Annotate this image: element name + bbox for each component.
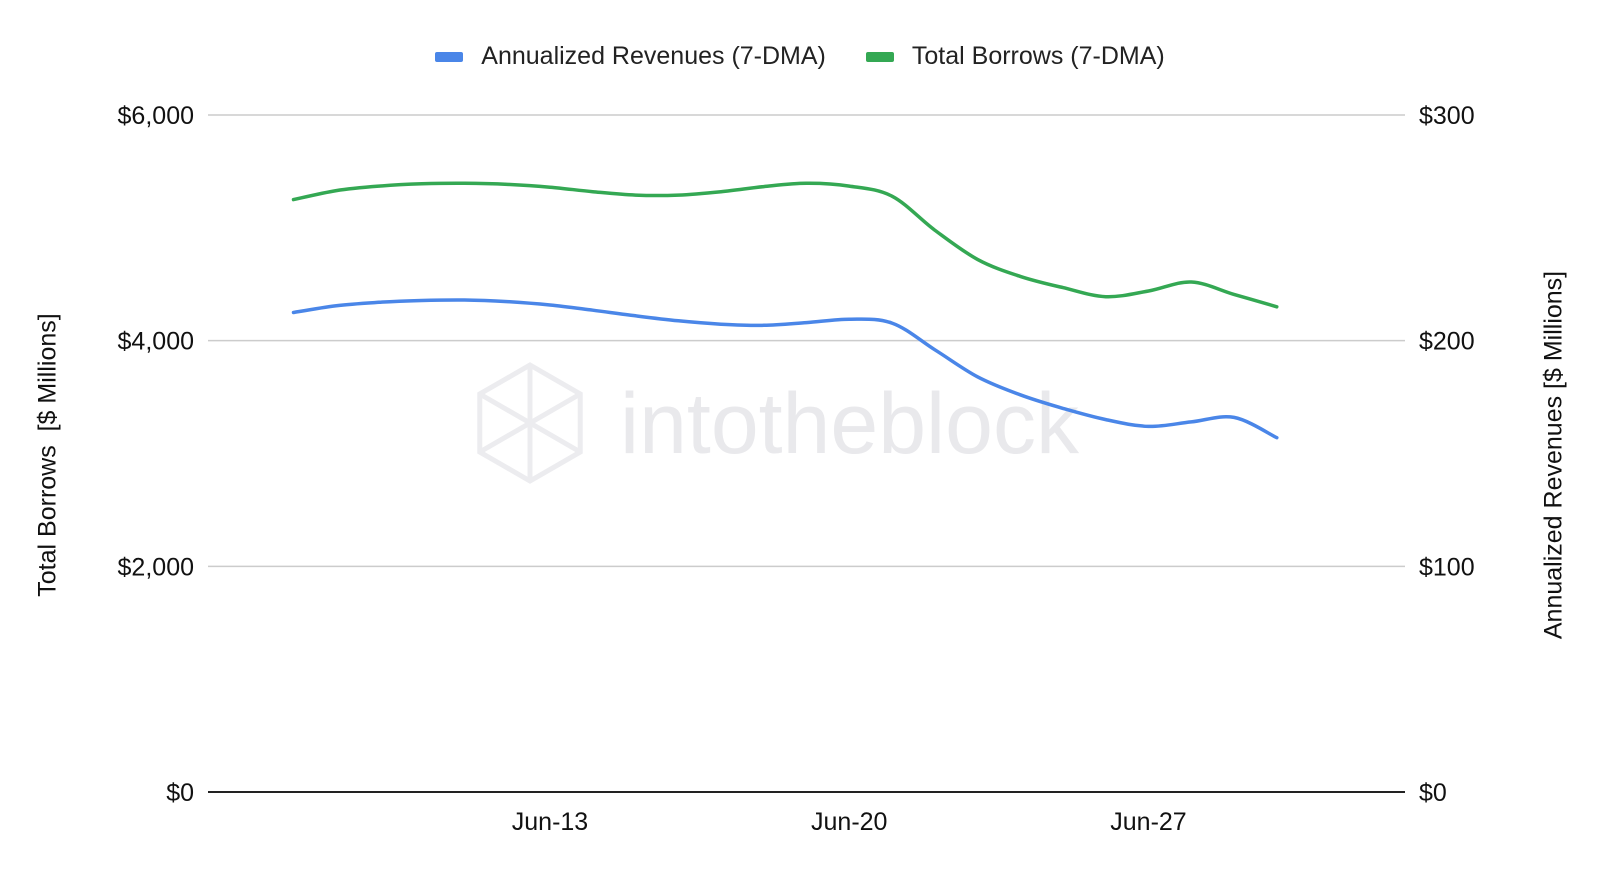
legend-label-annualized-revenues: Annualized Revenues (7-DMA) [481, 42, 826, 70]
y-left-tick-label: $0 [166, 779, 194, 807]
y-left-tick-label: $4,000 [118, 328, 194, 356]
y-axis-left-ticks: $0 $2,000 $4,000 $6,000 [118, 102, 194, 807]
x-tick-label: Jun-13 [512, 808, 588, 836]
watermark-text: intotheblock [620, 376, 1080, 472]
gridlines [208, 114, 1405, 793]
x-tick-label: Jun-27 [1110, 808, 1186, 836]
y-right-tick-label: $100 [1419, 553, 1475, 581]
series-line-annualized-revenues-7-dma[interactable] [291, 298, 1279, 440]
x-tick-label: Jun-20 [811, 808, 887, 836]
watermark-logo-stroke [478, 391, 582, 455]
y-right-tick-label: $200 [1419, 328, 1475, 356]
y-left-tick-label: $6,000 [118, 102, 194, 130]
series-lines [291, 181, 1279, 440]
y-right-tick-label: $300 [1419, 102, 1475, 130]
x-axis-ticks: Jun-13 Jun-20 Jun-27 [512, 808, 1187, 836]
y-axis-right-ticks: $0 $100 $200 $300 [1419, 102, 1475, 807]
legend: Annualized Revenues (7-DMA) Total Borrow… [0, 42, 1600, 71]
legend-item-total-borrows[interactable]: Total Borrows (7-DMA) [865, 42, 1165, 71]
series-line-total-borrows-7-dma[interactable] [291, 181, 1279, 309]
legend-swatch-annualized-revenues [435, 51, 464, 62]
y-left-tick-label: $2,000 [118, 553, 194, 581]
legend-swatch-total-borrows [865, 51, 894, 62]
watermark: intotheblock [477, 362, 1080, 484]
y-right-tick-label: $0 [1419, 779, 1447, 807]
legend-item-annualized-revenues[interactable]: Annualized Revenues (7-DMA) [435, 42, 826, 71]
legend-label-total-borrows: Total Borrows (7-DMA) [911, 42, 1165, 70]
